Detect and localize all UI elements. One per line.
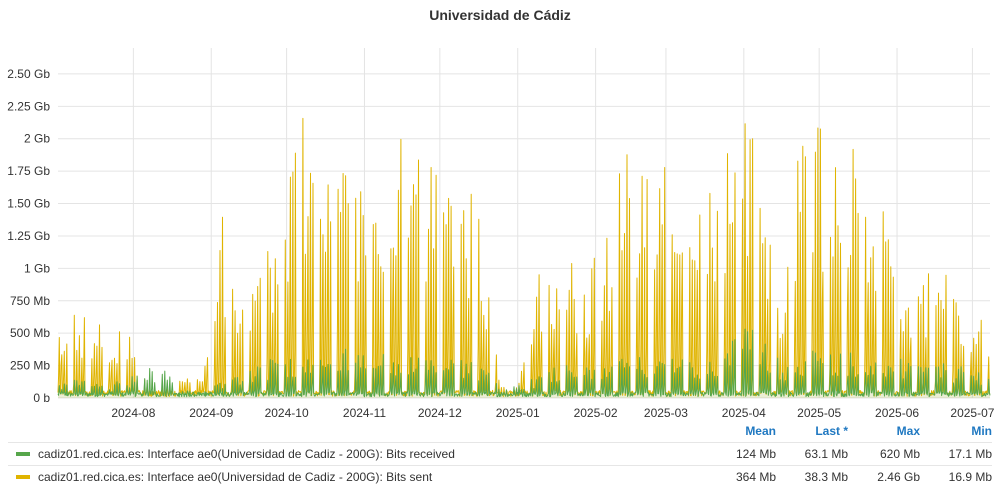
legend-min-value: 16.9 Mb — [948, 470, 992, 484]
series-line — [57, 117, 991, 398]
grid — [58, 48, 990, 399]
legend-series-cell: cadiz01.red.cica.es: Interface ae0(Unive… — [8, 470, 704, 484]
chart-title: Universidad de Cádiz — [429, 7, 571, 23]
series-color-swatch[interactable] — [16, 475, 30, 479]
legend-header-min[interactable]: Min — [971, 424, 992, 438]
x-tick-label: 2024-12 — [418, 406, 462, 420]
x-tick-label: 2025-01 — [496, 406, 540, 420]
y-tick-label: 0 b — [33, 391, 50, 405]
y-tick-label: 1.25 Gb — [7, 229, 50, 243]
x-tick-label: 2025-04 — [722, 406, 766, 420]
legend-last-value: 38.3 Mb — [804, 470, 848, 484]
legend-header-mean[interactable]: Mean — [745, 424, 776, 438]
y-tick-label: 750 Mb — [10, 294, 50, 308]
legend-header-last[interactable]: Last * — [815, 424, 848, 438]
y-tick-label: 2.50 Gb — [7, 67, 50, 81]
series-line — [57, 328, 991, 398]
legend-max-value: 2.46 Gb — [877, 470, 920, 484]
legend-header-max[interactable]: Max — [896, 424, 920, 438]
chart-svg: 0 b 250 Mb 500 Mb 750 Mb 1 Gb 1.25 Gb 1.50 Gb 1… — [7, 48, 995, 420]
legend-mean-value: 364 Mb — [735, 470, 776, 484]
x-tick-label: 2024-11 — [343, 406, 386, 420]
x-tick-label: 2025-02 — [574, 406, 618, 420]
y-tick-label: 250 Mb — [10, 359, 50, 373]
legend-row-bits-received[interactable]: cadiz01.red.cica.es: Interface ae0(Unive… — [8, 442, 992, 465]
axes: 0 b 250 Mb 500 Mb 750 Mb 1 Gb 1.25 Gb 1.50 Gb 1… — [7, 67, 994, 420]
legend-min-value: 17.1 Mb — [948, 447, 992, 461]
y-tick-label: 2 Gb — [24, 132, 50, 146]
x-tick-label: 2025-05 — [797, 406, 841, 420]
y-tick-label: 2.25 Gb — [7, 99, 50, 113]
legend-header: Mean Last * Max Min — [8, 420, 992, 442]
x-tick-label: 2024-09 — [189, 406, 233, 420]
legend-max-value: 620 Mb — [879, 447, 920, 461]
x-tick-label: 2024-08 — [111, 406, 155, 420]
y-tick-label: 1.50 Gb — [7, 197, 50, 211]
y-tick-label: 1 Gb — [24, 261, 50, 275]
legend-row-bits-sent[interactable]: cadiz01.red.cica.es: Interface ae0(Unive… — [8, 465, 992, 488]
x-tick-label: 2025-07 — [950, 406, 994, 420]
legend-series-cell: cadiz01.red.cica.es: Interface ae0(Unive… — [8, 447, 704, 461]
y-tick-label: 1.75 Gb — [7, 164, 50, 178]
x-tick-label: 2025-03 — [644, 406, 688, 420]
series-color-swatch[interactable] — [16, 452, 30, 456]
legend-mean-value: 124 Mb — [735, 447, 776, 461]
legend-last-value: 63.1 Mb — [804, 447, 848, 461]
y-tick-label: 500 Mb — [10, 326, 50, 340]
x-tick-label: 2025-06 — [875, 406, 919, 420]
series-layer — [57, 117, 991, 399]
x-tick-label: 2024-10 — [265, 406, 309, 420]
legend-table: Mean Last * Max Min cadiz01.red.cica.es:… — [8, 420, 992, 488]
legend-series-name[interactable]: cadiz01.red.cica.es: Interface ae0(Unive… — [38, 447, 455, 461]
legend-series-name[interactable]: cadiz01.red.cica.es: Interface ae0(Unive… — [38, 470, 433, 484]
